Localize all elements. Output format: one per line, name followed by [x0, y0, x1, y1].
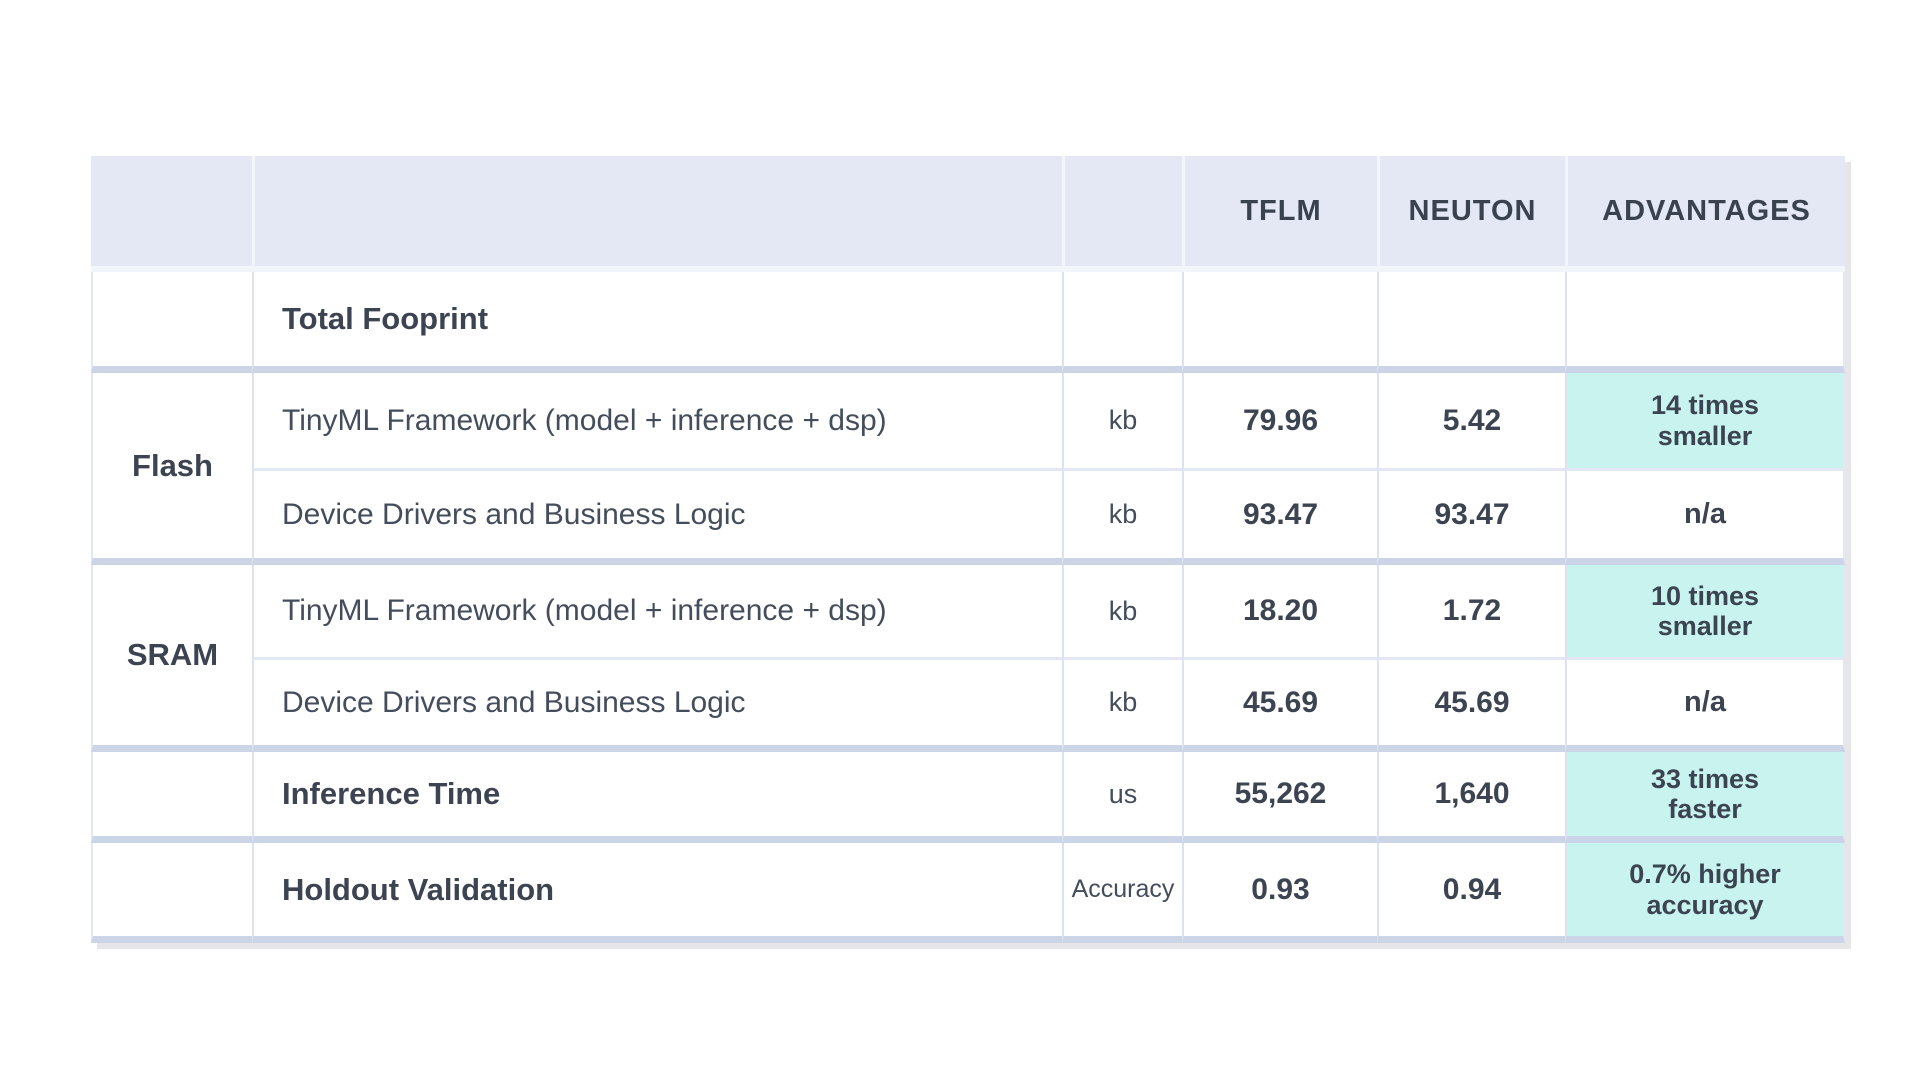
row-holdout-validation-label: Holdout Validation	[252, 843, 1062, 943]
cell-flash-framework-neuton: 5.42	[1377, 373, 1565, 471]
cell-sram-framework-tflm: 18.20	[1182, 565, 1377, 660]
cell-holdout-neuton: 0.94	[1377, 843, 1565, 943]
advantage-line: n/a	[1684, 498, 1726, 530]
cell-sram-framework-neuton: 1.72	[1377, 565, 1565, 660]
advantage-line: n/a	[1684, 686, 1726, 718]
cell-sram-framework-advantage: 10 times smaller	[1565, 565, 1845, 660]
cell-flash-framework-tflm: 79.96	[1182, 373, 1377, 471]
cell-sram-drivers-tflm: 45.69	[1182, 660, 1377, 752]
cell-sram-framework-desc: TinyML Framework (model + inference + ds…	[252, 565, 1062, 660]
header-cell-tflm: TFLM	[1182, 156, 1377, 272]
cell-empty	[1565, 272, 1845, 373]
cell-holdout-unit: Accuracy	[1062, 843, 1182, 943]
cell-empty	[1062, 272, 1182, 373]
cell-inference-unit: us	[1062, 752, 1182, 843]
cell-sram-drivers-neuton: 45.69	[1377, 660, 1565, 752]
cell-flash-drivers-advantage: n/a	[1565, 471, 1845, 565]
row-inference-time-label: Inference Time	[252, 752, 1062, 843]
row-total-footprint-label: Total Fooprint	[252, 272, 1062, 373]
cell-inference-advantage: 33 times faster	[1565, 752, 1845, 843]
group-label-sram: SRAM	[91, 565, 252, 752]
cell-empty	[1377, 272, 1565, 373]
advantage-line: smaller	[1657, 420, 1753, 451]
group-label-flash: Flash	[91, 373, 252, 565]
advantage-line: smaller	[1657, 611, 1753, 641]
advantage-line: 10 times	[1650, 580, 1760, 611]
comparison-table: TFLM NEUTON ADVANTAGES Total Fooprint Fl…	[91, 156, 1845, 943]
advantage-line: 33 times	[1650, 763, 1760, 794]
header-cell-advantages: ADVANTAGES	[1565, 156, 1845, 272]
cell-flash-framework-desc: TinyML Framework (model + inference + ds…	[252, 373, 1062, 471]
advantage-line: 0.7% higher	[1629, 859, 1781, 890]
cell-inference-tflm: 55,262	[1182, 752, 1377, 843]
cell-empty	[91, 272, 252, 373]
header-cell-empty-unit	[1062, 156, 1182, 272]
cell-empty	[1182, 272, 1377, 373]
cell-sram-drivers-unit: kb	[1062, 660, 1182, 752]
cell-flash-framework-advantage: 14 times smaller	[1565, 373, 1845, 471]
advantage-line: 14 times	[1650, 390, 1760, 421]
header-cell-neuton: NEUTON	[1377, 156, 1565, 272]
cell-sram-drivers-desc: Device Drivers and Business Logic	[252, 660, 1062, 752]
cell-flash-framework-unit: kb	[1062, 373, 1182, 471]
advantage-line: accuracy	[1646, 889, 1764, 920]
header-cell-empty-description	[252, 156, 1062, 272]
cell-empty	[91, 752, 252, 843]
cell-flash-drivers-unit: kb	[1062, 471, 1182, 565]
cell-flash-drivers-neuton: 93.47	[1377, 471, 1565, 565]
cell-sram-framework-unit: kb	[1062, 565, 1182, 660]
header-cell-empty-group	[91, 156, 252, 272]
advantage-line: faster	[1668, 794, 1742, 824]
cell-flash-drivers-tflm: 93.47	[1182, 471, 1377, 565]
cell-flash-drivers-desc: Device Drivers and Business Logic	[252, 471, 1062, 565]
cell-empty	[91, 843, 252, 943]
cell-holdout-advantage: 0.7% higher accuracy	[1565, 843, 1845, 943]
cell-inference-neuton: 1,640	[1377, 752, 1565, 843]
cell-sram-drivers-advantage: n/a	[1565, 660, 1845, 752]
cell-holdout-tflm: 0.93	[1182, 843, 1377, 943]
